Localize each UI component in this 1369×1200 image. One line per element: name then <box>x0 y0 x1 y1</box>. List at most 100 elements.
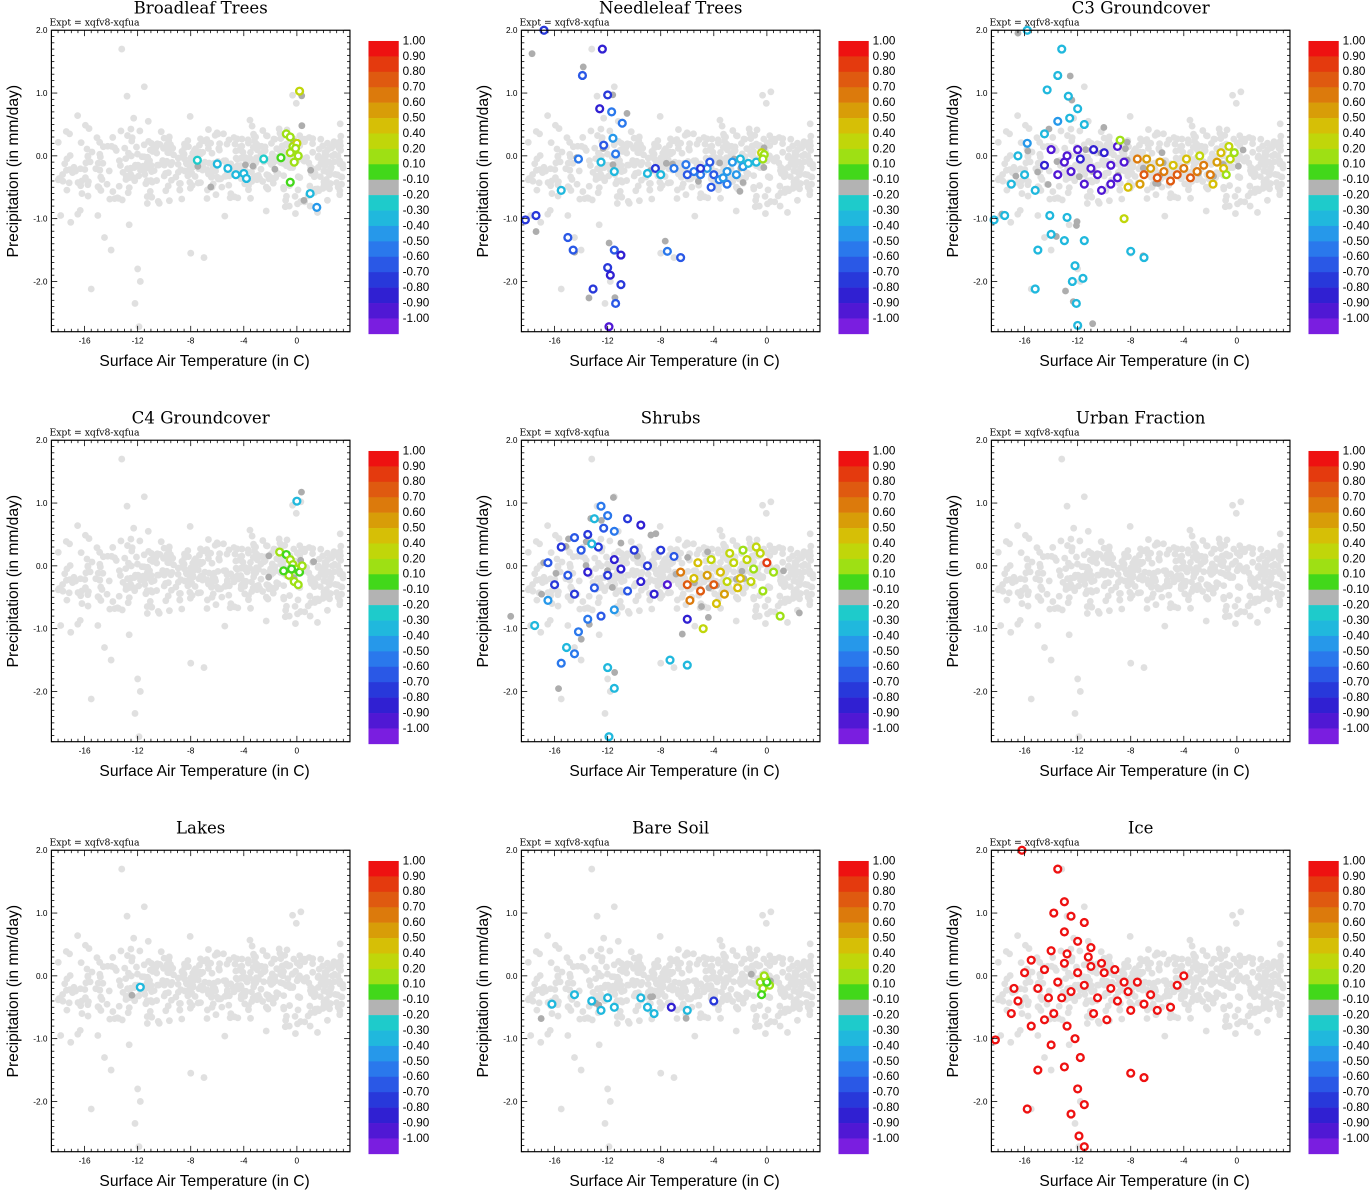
colorbar-segment <box>368 589 399 606</box>
colorbar-tick-label: -0.50 <box>403 235 430 248</box>
data-point <box>1019 170 1030 180</box>
data-point <box>742 554 752 565</box>
background-point <box>1185 592 1192 600</box>
background-point <box>1033 544 1041 552</box>
y-tick-label: 1.0 <box>506 498 518 508</box>
background-point <box>176 180 184 187</box>
background-point <box>181 550 188 558</box>
background-point <box>136 278 144 285</box>
background-point <box>200 664 208 672</box>
background-point <box>307 573 315 581</box>
background-point <box>275 535 283 543</box>
background-point <box>109 543 117 551</box>
background-point <box>623 161 631 169</box>
background-point <box>679 180 687 188</box>
background-point <box>1007 628 1015 636</box>
x-tick-label: -16 <box>1019 335 1031 345</box>
background-point <box>675 170 682 178</box>
background-point <box>685 145 693 152</box>
background-point <box>324 139 331 147</box>
background-point <box>784 209 791 216</box>
background-point <box>216 175 224 183</box>
background-point <box>793 196 801 204</box>
background-point <box>761 192 769 200</box>
data-point <box>1042 85 1052 95</box>
neutral-point <box>307 166 315 174</box>
colorbar-segment <box>1308 56 1339 73</box>
background-point <box>337 132 345 140</box>
neutral-point <box>207 183 215 191</box>
colorbar-segment <box>368 210 399 227</box>
background-point <box>1226 182 1233 190</box>
background-point <box>1062 586 1070 593</box>
background-point <box>588 45 596 53</box>
background-point <box>1062 176 1070 183</box>
background-point <box>1246 202 1254 210</box>
background-point <box>1277 132 1285 140</box>
data-point <box>709 580 719 590</box>
background-point <box>179 152 186 160</box>
background-point <box>750 148 757 155</box>
background-point <box>1114 570 1122 578</box>
background-point <box>108 552 116 560</box>
background-point <box>588 455 596 463</box>
data-point <box>650 163 661 173</box>
background-point <box>1220 593 1228 601</box>
colorbar-segment <box>368 195 399 211</box>
background-point <box>1145 536 1152 543</box>
background-point <box>248 532 256 540</box>
background-point <box>524 548 532 556</box>
background-point <box>1012 167 1019 175</box>
neutral-point <box>528 50 536 58</box>
background-point <box>1193 550 1201 558</box>
data-point <box>279 566 289 576</box>
background-point <box>266 173 274 181</box>
background-point <box>292 210 299 217</box>
background-point <box>195 575 203 583</box>
background-point <box>238 545 246 553</box>
neutral-point <box>1123 138 1131 146</box>
background-point <box>134 675 142 683</box>
data-point <box>1030 185 1040 195</box>
background-point <box>582 556 590 564</box>
colorbar-segment <box>838 210 869 227</box>
background-point <box>306 182 314 190</box>
colorbar-segment <box>368 148 399 165</box>
background-point <box>763 567 771 575</box>
background-point <box>127 535 135 543</box>
background-point <box>165 149 173 157</box>
background-point <box>1105 543 1113 551</box>
background-point <box>109 598 117 606</box>
data-point <box>1053 170 1063 180</box>
background-point <box>776 592 784 600</box>
background-point <box>597 562 605 570</box>
background-point <box>1024 602 1032 610</box>
background-point <box>77 549 85 557</box>
colorbar-segment <box>838 71 869 88</box>
background-point <box>1190 573 1198 581</box>
background-point <box>160 582 168 590</box>
background-point <box>76 616 84 624</box>
background-point <box>651 550 658 558</box>
data-point <box>738 545 748 555</box>
background-point <box>1041 234 1048 241</box>
scatter-panel: Urban Fraction Expt = xqfv8-xqfua -16 -12 -8… <box>940 409 1369 810</box>
background-point <box>1088 193 1096 201</box>
background-point <box>606 537 614 545</box>
data-point <box>290 143 301 153</box>
background-point <box>630 172 638 180</box>
colorbar-segment <box>838 497 869 513</box>
background-point <box>547 182 555 190</box>
background-point <box>244 136 252 144</box>
background-point <box>1071 177 1079 185</box>
background-point <box>1247 599 1255 607</box>
y-tick-label: 1.0 <box>506 88 518 98</box>
background-point <box>97 583 105 591</box>
data-point <box>751 542 761 552</box>
data-point <box>642 168 653 179</box>
background-point <box>1165 546 1173 554</box>
background-point <box>230 544 238 551</box>
colorbar-segment <box>1308 179 1339 196</box>
background-point <box>131 300 139 307</box>
background-point <box>184 172 192 180</box>
